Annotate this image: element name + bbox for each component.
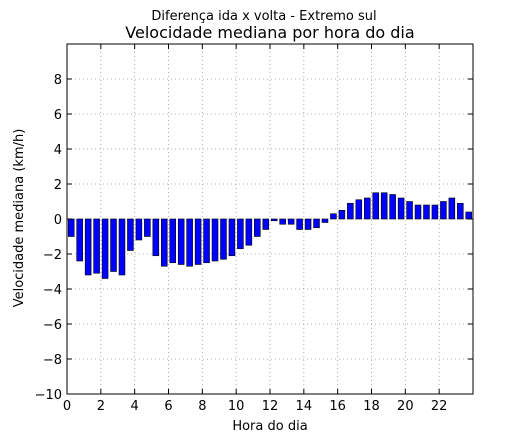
bar — [110, 218, 117, 272]
bar — [347, 202, 354, 220]
axes — [66, 43, 474, 395]
bar — [118, 218, 126, 276]
bar — [372, 192, 379, 220]
bar — [76, 218, 83, 262]
bar — [127, 218, 134, 251]
bar — [338, 209, 346, 220]
bar — [389, 194, 396, 220]
x-tick-label: 4 — [131, 399, 139, 414]
bar — [313, 218, 320, 229]
bar — [321, 218, 329, 223]
bar — [237, 218, 244, 250]
bar — [228, 218, 236, 257]
x-tick-label: 8 — [198, 399, 206, 414]
bar — [380, 192, 388, 220]
chart-title: Velocidade mediana por hora do dia — [125, 23, 414, 42]
y-tick-label: 6 — [54, 108, 62, 123]
x-tick-label: 22 — [431, 399, 448, 414]
bar — [364, 197, 371, 220]
bar-series — [67, 192, 473, 279]
bar — [465, 211, 473, 220]
bar — [448, 197, 456, 220]
bar — [152, 218, 160, 257]
bar — [177, 218, 185, 265]
bar — [279, 218, 286, 225]
bar — [203, 218, 210, 264]
bar — [67, 218, 75, 237]
bar — [135, 218, 143, 241]
y-axis-label: Velocidade mediana (km/h) — [12, 129, 27, 308]
bar — [144, 218, 151, 237]
bar — [270, 218, 278, 222]
y-tick-label: 2 — [54, 178, 62, 193]
bar — [330, 213, 337, 220]
bar — [296, 218, 303, 230]
y-tick-label: −8 — [43, 353, 62, 368]
chart-suptitle: Diferença ida x volta - Extremo sul — [151, 9, 376, 24]
y-tick-label: 8 — [54, 73, 62, 88]
y-tick-label: −10 — [35, 388, 62, 403]
bar — [211, 218, 219, 262]
bar — [84, 218, 92, 276]
bar — [304, 218, 312, 230]
bar — [101, 218, 109, 279]
x-tick-label: 0 — [63, 399, 71, 414]
y-tick-label: −4 — [43, 283, 62, 298]
y-tick-label: −2 — [43, 248, 62, 263]
x-tick-label: 20 — [397, 399, 414, 414]
x-tick-label: 16 — [329, 399, 346, 414]
bar — [287, 218, 295, 225]
x-tick-label: 10 — [228, 399, 245, 414]
bar — [406, 201, 413, 220]
bar — [397, 197, 405, 220]
bar — [423, 204, 430, 220]
y-tick-label: −6 — [43, 318, 62, 333]
y-tick-label: 0 — [54, 213, 62, 228]
bar — [245, 218, 253, 246]
bar — [262, 218, 270, 230]
tick-labels: 0 2 4 6 8 10 12 14 16 18 20 22 −10 −8 −6 −4 −2 0 2 4 6 8 — [35, 73, 448, 414]
x-tick-label: 18 — [363, 399, 380, 414]
bar — [186, 218, 193, 267]
bar — [355, 199, 363, 220]
x-tick-label: 6 — [164, 399, 172, 414]
x-tick-label: 2 — [97, 399, 105, 414]
bar — [431, 204, 439, 220]
x-tick-label: 12 — [262, 399, 279, 414]
bar — [254, 218, 261, 237]
bar — [169, 218, 176, 264]
x-tick-label: 14 — [296, 399, 313, 414]
bar — [194, 218, 202, 265]
bar — [161, 218, 168, 267]
bar — [93, 218, 100, 274]
bar — [414, 204, 422, 220]
bar — [457, 202, 464, 220]
bar — [220, 218, 227, 260]
y-tick-label: 4 — [54, 143, 62, 158]
x-axis-label: Hora do dia — [232, 419, 307, 434]
bar — [440, 201, 447, 220]
